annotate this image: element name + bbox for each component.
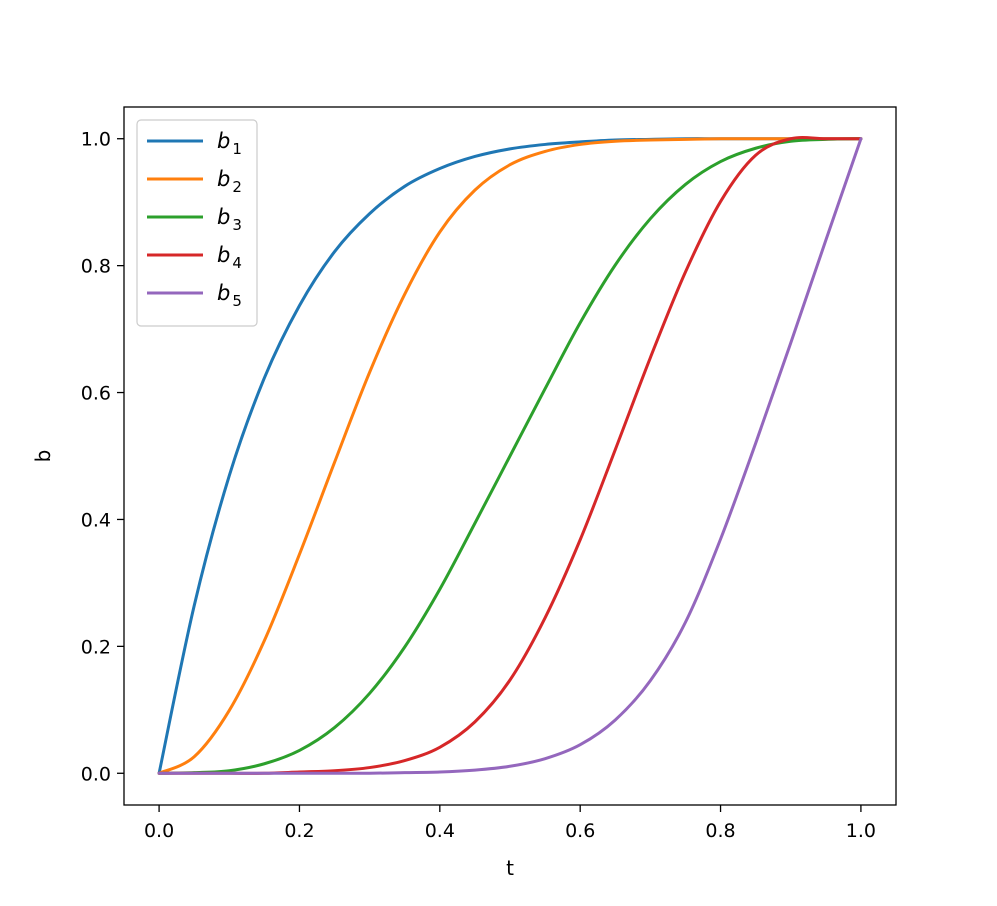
x-tick-label: 0.6 [565,820,595,842]
x-tick-label: 0.8 [705,820,735,842]
x-tick-label: 0.4 [425,820,455,842]
y-tick-label: 0.2 [81,636,111,658]
legend-label-base: b [217,129,230,153]
legend-label-base: b [217,243,230,267]
x-tick-label: 0.2 [284,820,314,842]
legend-label-base: b [217,167,230,191]
axes-frame [123,106,897,806]
y-tick-label: 0.8 [81,256,111,278]
y-axis: 0.0 0.2 0.4 0.6 0.8 1.0 [81,129,124,785]
y-tick-label: 0.0 [81,763,111,785]
legend-label-subscript: 5 [232,292,242,310]
y-tick-label: 0.4 [81,509,111,531]
legend-label-subscript: 1 [232,140,242,158]
legend-label-subscript: 2 [232,178,242,196]
x-axis-label: t [506,856,514,880]
y-axis-label: b [31,450,55,463]
legend: b 1b 2b 3b 4b 5 [136,119,258,327]
legend-label-base: b [217,281,230,305]
series-line-b3 [157,137,863,775]
legend-label-subscript: 3 [232,216,242,234]
legend-box [136,119,258,327]
series-layer [157,136,863,775]
x-axis: 0.0 0.2 0.4 0.6 0.8 1.0 [144,805,876,842]
y-tick-label: 0.6 [81,383,111,405]
legend-label-base: b [217,205,230,229]
x-tick-label: 0.0 [144,820,174,842]
series-line-b2 [157,137,863,775]
x-tick-label: 1.0 [846,820,876,842]
y-tick-label: 1.0 [81,129,111,151]
legend-label-subscript: 4 [232,254,242,272]
series-line-b5 [157,137,863,775]
